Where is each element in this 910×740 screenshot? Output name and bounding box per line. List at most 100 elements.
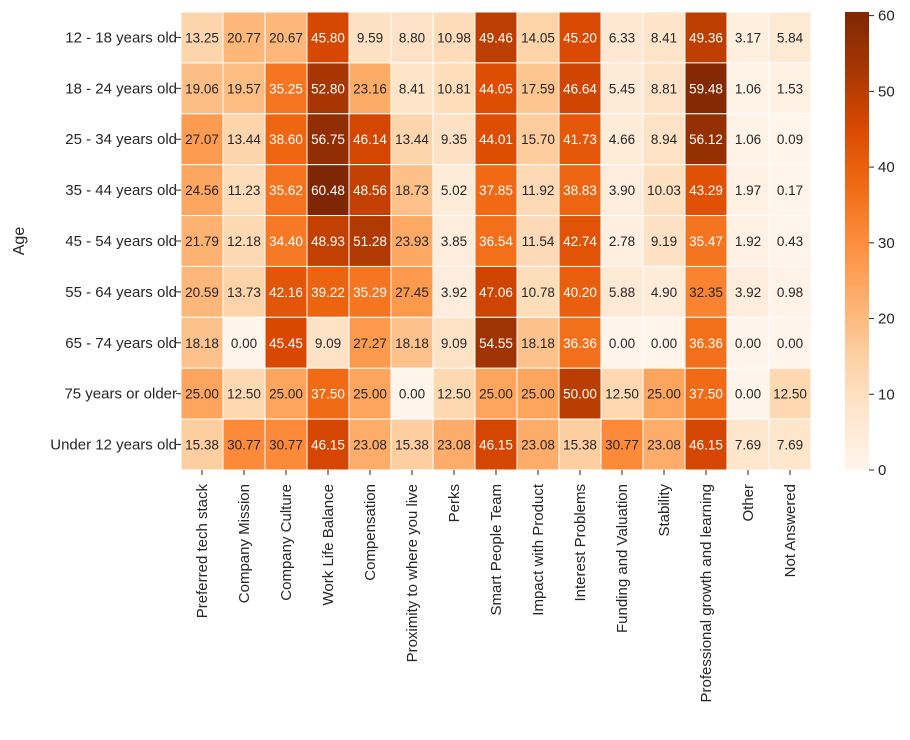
cell-value-label: 39.22 xyxy=(311,285,345,300)
heatmap-cell xyxy=(348,316,392,369)
heatmap-cell xyxy=(432,316,476,369)
heatmap-cell xyxy=(264,367,308,420)
cell-value-label: 38.83 xyxy=(563,183,597,198)
cell-value-label: 45.45 xyxy=(269,336,303,351)
cell-value-label: 56.12 xyxy=(689,132,723,147)
heatmap-cell xyxy=(390,11,434,64)
heatmap-cell xyxy=(516,418,560,471)
row-labels: 12 - 18 years old 18 - 24 years old 25 - 3… xyxy=(50,29,181,454)
cell-value-label: 46.15 xyxy=(689,438,723,453)
heatmap-cell xyxy=(180,418,224,471)
column-label: Interest Problems xyxy=(572,484,589,602)
heatmap-cell xyxy=(222,367,266,420)
cell-value-label: 15.38 xyxy=(395,438,429,453)
cell-value-label: 10.81 xyxy=(437,81,471,96)
cell-value-label: 15.38 xyxy=(185,438,219,453)
cell-value-label: 8.94 xyxy=(651,132,678,147)
column-label: Stability xyxy=(656,484,673,537)
cell-value-label: 59.48 xyxy=(689,81,723,96)
heatmap-cell xyxy=(768,113,812,166)
cell-value-label: 35.25 xyxy=(269,81,303,96)
heatmap-cell xyxy=(222,418,266,471)
heatmap-cell xyxy=(390,316,434,369)
cell-value-label: 25.00 xyxy=(269,387,303,402)
heatmap-cell xyxy=(642,62,686,115)
heatmap-cell xyxy=(516,113,560,166)
row-label: 45 - 54 years old xyxy=(65,233,177,250)
cell-value-label: 25.00 xyxy=(521,387,555,402)
cell-value-label: 23.16 xyxy=(353,81,387,96)
heatmap-cell xyxy=(516,215,560,267)
heatmap-cell xyxy=(726,62,770,115)
cell-value-label: 43.29 xyxy=(689,183,723,198)
heatmap-cell xyxy=(222,164,266,217)
heatmap-cell xyxy=(684,215,728,267)
cell-value-label: 11.23 xyxy=(228,183,261,198)
column-label: Professional growth and learning xyxy=(698,484,715,702)
cell-value-label: 35.62 xyxy=(269,183,303,198)
cell-value-label: 38.60 xyxy=(269,132,303,147)
cell-value-label: 1.53 xyxy=(777,81,803,96)
cell-value-label: 10.98 xyxy=(437,30,471,45)
heatmap-cell xyxy=(432,62,476,115)
heatmap-cell xyxy=(306,215,350,267)
heatmap-cell xyxy=(474,62,518,115)
cell-value-label: 46.15 xyxy=(479,438,513,453)
row-label: 35 - 44 years old xyxy=(65,182,177,199)
cell-value-label: 6.33 xyxy=(609,30,635,45)
colorbar-tick-label: 40 xyxy=(878,159,895,176)
cell-value-label: 15.70 xyxy=(521,132,555,147)
column-label: Company Culture xyxy=(278,484,295,601)
row-label: 65 - 74 years old xyxy=(65,335,177,352)
heatmap-cell xyxy=(558,11,602,64)
row-label: 55 - 64 years old xyxy=(65,284,177,301)
colorbar: 0 10 20 30 40 50 60 xyxy=(845,8,895,479)
heatmap-cell xyxy=(684,265,728,318)
cell-value-label: 9.09 xyxy=(441,336,467,351)
cell-value-label: 2.78 xyxy=(609,234,635,249)
cell-value-label: 3.90 xyxy=(609,183,635,198)
cell-value-label: 25.00 xyxy=(479,387,513,402)
cell-value-label: 9.35 xyxy=(441,132,467,147)
cell-value-label: 5.02 xyxy=(441,183,467,198)
cell-value-label: 25.00 xyxy=(353,387,387,402)
cell-value-label: 42.16 xyxy=(269,285,303,300)
heatmap-cell xyxy=(348,164,392,217)
cell-value-label: 18.18 xyxy=(521,336,555,351)
cell-value-label: 19.57 xyxy=(227,81,261,96)
cell-value-label: 25.00 xyxy=(647,387,681,402)
heatmap-cell xyxy=(432,113,476,166)
row-label: 12 - 18 years old xyxy=(65,29,177,46)
heatmap-cell xyxy=(264,62,308,115)
heatmap-cell xyxy=(768,367,812,420)
cell-value-label: 50.00 xyxy=(563,387,597,402)
heatmap-cell xyxy=(726,215,770,267)
heatmap-cell xyxy=(558,316,602,369)
cell-value-label: 18.18 xyxy=(395,336,429,351)
heatmap-cell xyxy=(642,11,686,64)
cell-value-label: 12.50 xyxy=(605,387,639,402)
cell-value-label: 4.66 xyxy=(609,132,635,147)
heatmap-cell xyxy=(180,215,224,267)
row-label: 18 - 24 years old xyxy=(65,80,177,97)
heatmap-cell xyxy=(474,265,518,318)
cell-value-label: 0.17 xyxy=(777,183,803,198)
heatmap-cell xyxy=(600,418,644,471)
heatmap-cell xyxy=(390,113,434,166)
cell-value-label: 11.54 xyxy=(522,234,555,249)
heatmap-cell xyxy=(474,215,518,267)
cell-value-label: 60.48 xyxy=(311,183,345,198)
heatmap-cell xyxy=(558,265,602,318)
colorbar-gradient xyxy=(845,12,869,470)
heatmap-cell xyxy=(180,164,224,217)
column-label: Compensation xyxy=(362,484,379,581)
colorbar-tick-label: 50 xyxy=(878,83,895,100)
cell-value-label: 0.00 xyxy=(399,387,425,402)
cell-value-label: 30.77 xyxy=(227,438,261,453)
cell-value-label: 30.77 xyxy=(269,438,303,453)
cell-value-label: 44.05 xyxy=(479,81,513,96)
cell-value-label: 27.27 xyxy=(353,336,387,351)
heatmap-cell xyxy=(474,367,518,420)
heatmap-cell xyxy=(558,367,602,420)
heatmap-cell xyxy=(684,113,728,166)
